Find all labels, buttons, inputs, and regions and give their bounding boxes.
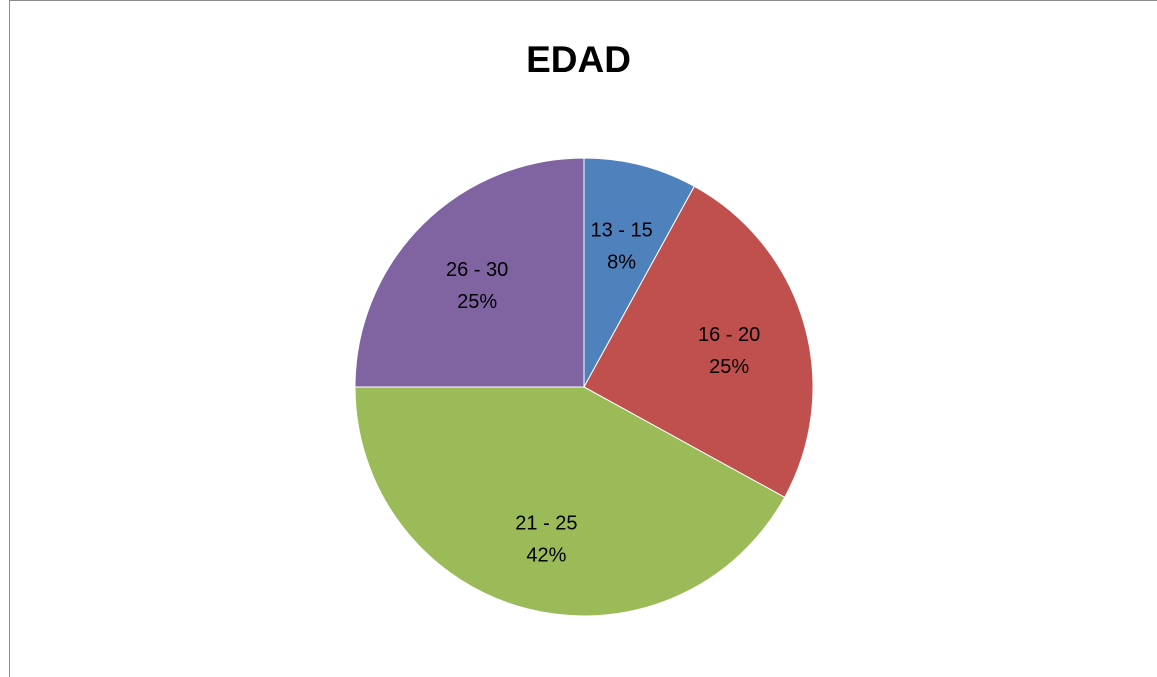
slice-label-4: 26 - 30 25% bbox=[446, 259, 508, 313]
slice-category-label: 16 - 20 bbox=[698, 324, 760, 346]
pie-slice-2 bbox=[583, 185, 814, 498]
slice-percent-label: 25% bbox=[709, 356, 749, 378]
slice-percent-label: 42% bbox=[526, 544, 566, 566]
pie-slice-4 bbox=[354, 157, 585, 388]
slice-percent-label: 25% bbox=[457, 291, 497, 313]
slice-category-label: 26 - 30 bbox=[446, 259, 508, 281]
chart-title: EDAD bbox=[526, 39, 631, 80]
slice-category-label: 21 - 25 bbox=[515, 512, 577, 534]
slice-percent-label: 8% bbox=[607, 252, 636, 274]
pie-labels: 13 - 15 8% 16 - 20 25% 21 - 25 42% 26 - 30 25% bbox=[446, 220, 760, 567]
slice-label-1: 13 - 15 8% bbox=[590, 220, 652, 274]
slice-category-label: 13 - 15 bbox=[590, 220, 652, 242]
slice-label-2: 16 - 20 25% bbox=[698, 324, 760, 378]
pie-slice-3 bbox=[354, 386, 786, 617]
slice-label-3: 21 - 25 42% bbox=[515, 512, 577, 566]
pie-slices bbox=[354, 157, 814, 617]
pie-slice-1 bbox=[583, 157, 695, 388]
